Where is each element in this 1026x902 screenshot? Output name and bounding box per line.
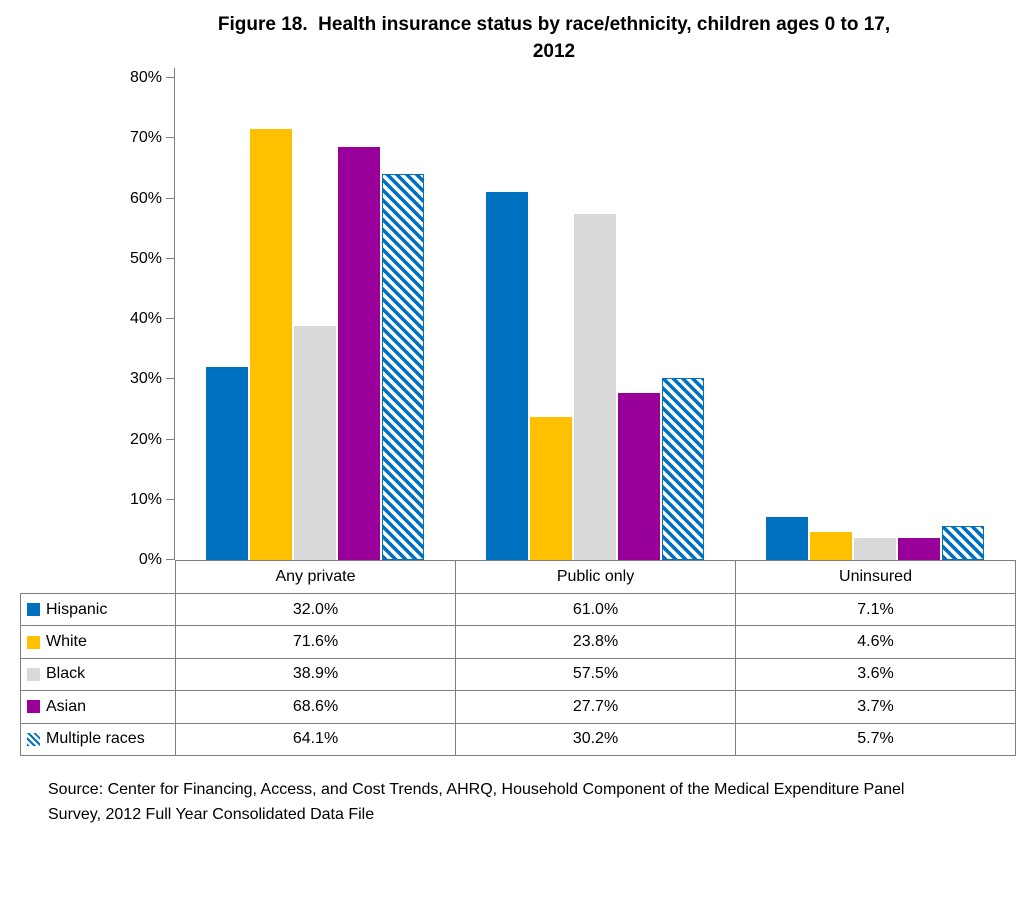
source-note: Source: Center for Financing, Access, an… (48, 777, 904, 827)
series-label-black: Black (46, 665, 86, 683)
cell-asian-public-only: 27.7% (455, 690, 736, 724)
table-row-white: White 71.6% 23.8% 4.6% (20, 625, 1016, 659)
cell-white-uninsured: 4.6% (735, 625, 1016, 659)
column-header-public-only: Public only (455, 560, 736, 594)
cell-black-uninsured: 3.6% (735, 657, 1016, 692)
legend-item-hispanic: Hispanic (20, 592, 176, 627)
legend-swatch-multiple-races (27, 732, 40, 746)
y-tick-mark (166, 77, 175, 78)
bar-asian-uninsured (898, 538, 940, 560)
chart-title-line-1: Figure 18. Health insurance status by ra… (217, 14, 891, 35)
bar-hispanic-public-only (486, 192, 528, 560)
cell-hispanic-any-private: 32.0% (175, 592, 456, 627)
table-row-hispanic: Hispanic 32.0% 61.0% 7.1% (20, 592, 1016, 627)
bar-multiple-races-uninsured (942, 526, 984, 560)
cell-asian-uninsured: 3.7% (735, 690, 1016, 724)
bar-black-public-only (574, 214, 616, 560)
legend-swatch-white (27, 635, 40, 649)
y-tick-label: 20% (129, 431, 162, 448)
y-tick-mark (166, 137, 175, 138)
y-tick-label: 10% (129, 491, 162, 508)
table-row-black: Black 38.9% 57.5% 3.6% (20, 657, 1016, 692)
bar-white-any-private (250, 129, 292, 560)
y-tick-mark (166, 198, 175, 199)
y-tick-label: 80% (129, 69, 162, 86)
cell-multiple-races-uninsured: 5.7% (735, 722, 1016, 756)
bar-multiple-races-any-private (382, 174, 424, 560)
y-tick-mark (166, 258, 175, 259)
legend-swatch-hispanic (27, 603, 40, 617)
series-label-white: White (46, 633, 87, 651)
legend-item-multiple-races: Multiple races (20, 722, 176, 756)
y-tick-label: 60% (129, 190, 162, 207)
column-header-any-private: Any private (175, 560, 456, 594)
y-tick-mark (166, 318, 175, 319)
table-row-asian: Asian 68.6% 27.7% 3.7% (20, 690, 1016, 724)
bar-white-public-only (530, 417, 572, 560)
cell-multiple-races-public-only: 30.2% (455, 722, 736, 756)
legend-item-white: White (20, 625, 176, 659)
chart-title: Figure 18. Health insurance status by ra… (100, 11, 1008, 65)
bar-black-any-private (294, 326, 336, 560)
cell-hispanic-uninsured: 7.1% (735, 592, 1016, 627)
table-corner-cell (21, 561, 176, 594)
legend-item-black: Black (20, 657, 176, 692)
series-label-hispanic: Hispanic (46, 600, 108, 618)
y-axis-line (174, 68, 175, 560)
legend-swatch-black (27, 667, 40, 681)
bar-multiple-races-public-only (662, 378, 704, 560)
y-tick-mark (166, 378, 175, 379)
bar-asian-public-only (618, 393, 660, 560)
bar-black-uninsured (854, 538, 896, 560)
bar-hispanic-uninsured (766, 517, 808, 560)
y-tick-mark (166, 439, 175, 440)
source-note-line-1: Source: Center for Financing, Access, an… (48, 781, 905, 798)
cell-multiple-races-any-private: 64.1% (175, 722, 456, 756)
y-tick-label: 40% (129, 310, 162, 327)
chart-title-line-2: 2012 (532, 41, 576, 62)
y-tick-mark (166, 499, 175, 500)
cell-asian-any-private: 68.6% (175, 690, 456, 724)
data-table: Any private Public only Uninsured Hispanic 3… (20, 560, 1016, 756)
cell-hispanic-public-only: 61.0% (455, 592, 736, 627)
legend-item-asian: Asian (20, 690, 176, 724)
cell-white-any-private: 71.6% (175, 625, 456, 659)
table-row-multiple-races: Multiple races 64.1% 30.2% 5.7% (20, 722, 1016, 756)
column-header-uninsured: Uninsured (735, 560, 1016, 594)
y-tick-mark (166, 559, 175, 560)
y-tick-label: 30% (129, 370, 162, 387)
cell-white-public-only: 23.8% (455, 625, 736, 659)
y-tick-label: 50% (129, 250, 162, 267)
legend-swatch-asian (27, 700, 40, 714)
y-tick-label: 70% (129, 129, 162, 146)
y-tick-label: 0% (138, 551, 162, 568)
bar-white-uninsured (810, 532, 852, 560)
bar-hispanic-any-private (206, 367, 248, 560)
cell-black-public-only: 57.5% (455, 657, 736, 692)
source-note-line-2: Survey, 2012 Full Year Consolidated Data… (48, 806, 375, 823)
bar-asian-any-private (338, 147, 380, 560)
series-label-asian: Asian (46, 697, 87, 715)
cell-black-any-private: 38.9% (175, 657, 456, 692)
series-label-multiple-races: Multiple races (46, 730, 145, 748)
